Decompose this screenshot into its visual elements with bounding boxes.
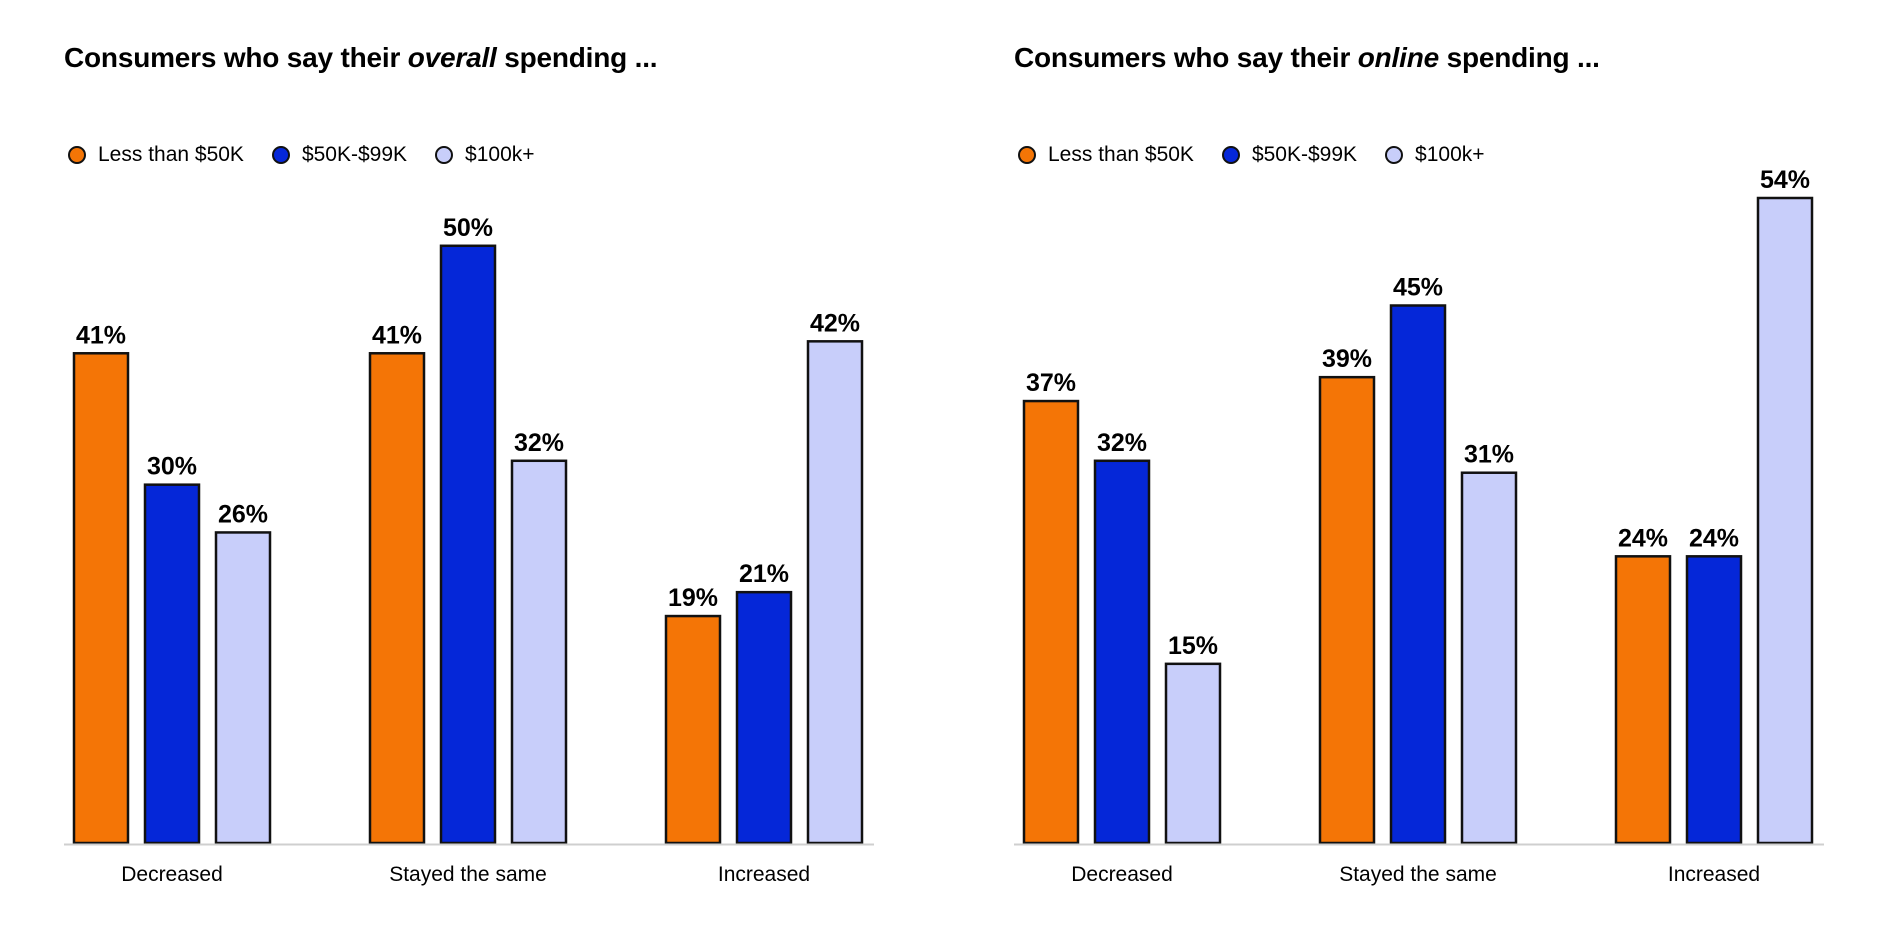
category-label-decreased: Decreased	[1071, 863, 1173, 886]
legend-label: Less than $50K	[98, 143, 244, 166]
data-label: 42%	[810, 309, 860, 337]
bar-decreased-100k	[214, 531, 272, 845]
data-label: 50%	[443, 214, 493, 242]
bar-increased-less-than-50k	[664, 614, 722, 845]
bar-stayed-the-same-less-than-50k	[368, 352, 426, 845]
bar-increased-100k	[1756, 196, 1814, 845]
bar-decreased-less-than-50k	[72, 352, 130, 845]
bar-stayed-the-same-100k	[510, 459, 568, 845]
legend-item-less-than-50k: Less than $50K	[1018, 143, 1194, 167]
legend-item-100k-plus: $100k+	[1385, 143, 1485, 167]
bar-increased-100k	[806, 340, 864, 845]
bar-decreased-100k	[1164, 662, 1222, 845]
data-label: 24%	[1689, 524, 1739, 552]
legend-item-100k-plus: $100k+	[435, 143, 535, 167]
data-label: 21%	[739, 560, 789, 588]
legend-swatch	[1221, 146, 1240, 164]
bar-increased-50k-99k	[735, 590, 793, 845]
data-label: 41%	[76, 321, 126, 349]
title-prefix: Consumers who say their	[64, 42, 408, 73]
data-label: 39%	[1322, 345, 1372, 373]
chart-title: Consumers who say their overall spending…	[64, 42, 658, 74]
category-label-stayed-the-same: Stayed the same	[389, 863, 547, 886]
data-label: 30%	[147, 453, 197, 481]
legend-label: $50K-$99K	[1251, 143, 1358, 166]
bar-decreased-50k-99k	[1093, 459, 1151, 845]
data-label: 15%	[1168, 632, 1218, 660]
category-label-stayed-the-same: Stayed the same	[1339, 863, 1497, 886]
data-label: 31%	[1464, 441, 1514, 469]
bar-plot-overall: 41% 30% 26% Decreased 41% 50% 32% Stayed the sa…	[64, 214, 874, 886]
bar-stayed-the-same-less-than-50k	[1318, 375, 1376, 845]
chart-legend: Less than $50K $50K-$99K $100k+	[68, 143, 563, 167]
data-label: 19%	[668, 584, 718, 612]
title-emphasis: online	[1357, 42, 1439, 73]
title-prefix: Consumers who say their	[1014, 42, 1358, 73]
legend-swatch	[1385, 146, 1404, 164]
chart-panel-overall: Consumers who say their overall spending…	[64, 42, 874, 886]
data-label: 37%	[1026, 369, 1076, 397]
legend-label: Less than $50K	[1048, 143, 1194, 166]
legend-item-50k-99k: $50K-$99K	[271, 143, 408, 167]
title-suffix: spending ...	[496, 42, 658, 73]
data-label: 32%	[1097, 429, 1147, 457]
chart-legend: Less than $50K $50K-$99K $100k+	[1018, 143, 1513, 167]
bar-stayed-the-same-100k	[1460, 471, 1518, 845]
bar-plot-online: 37% 32% 15% Decreased 39% 45% 31% Stayed the sa…	[1014, 166, 1824, 886]
data-label: 41%	[372, 321, 422, 349]
legend-swatch	[68, 146, 86, 164]
data-label: 26%	[218, 500, 268, 528]
bar-stayed-the-same-50k-99k	[439, 244, 497, 845]
bar-decreased-less-than-50k	[1022, 399, 1080, 845]
data-label: 54%	[1760, 166, 1810, 194]
bar-stayed-the-same-50k-99k	[1389, 304, 1447, 845]
legend-label: $100k+	[465, 143, 535, 166]
bar-increased-50k-99k	[1685, 555, 1743, 845]
title-suffix: spending ...	[1439, 42, 1600, 73]
data-label: 45%	[1393, 274, 1443, 302]
legend-swatch	[435, 146, 454, 164]
legend-label: $50K-$99K	[301, 143, 408, 166]
legend-item-less-than-50k: Less than $50K	[68, 143, 244, 167]
bar-decreased-50k-99k	[143, 483, 201, 845]
legend-swatch	[1018, 146, 1036, 164]
bar-increased-less-than-50k	[1614, 555, 1672, 845]
chart-title: Consumers who say their online spending …	[1014, 42, 1600, 74]
category-label-decreased: Decreased	[121, 863, 223, 886]
category-label-increased: Increased	[1668, 863, 1760, 886]
legend-swatch	[271, 146, 290, 164]
category-label-increased: Increased	[718, 863, 810, 886]
chart-panel-online: Consumers who say their online spending …	[950, 0, 1884, 944]
title-emphasis: overall	[407, 42, 497, 73]
data-label: 24%	[1618, 524, 1668, 552]
data-label: 32%	[514, 429, 564, 457]
legend-item-50k-99k: $50K-$99K	[1221, 143, 1358, 167]
legend-label: $100k+	[1415, 143, 1485, 166]
